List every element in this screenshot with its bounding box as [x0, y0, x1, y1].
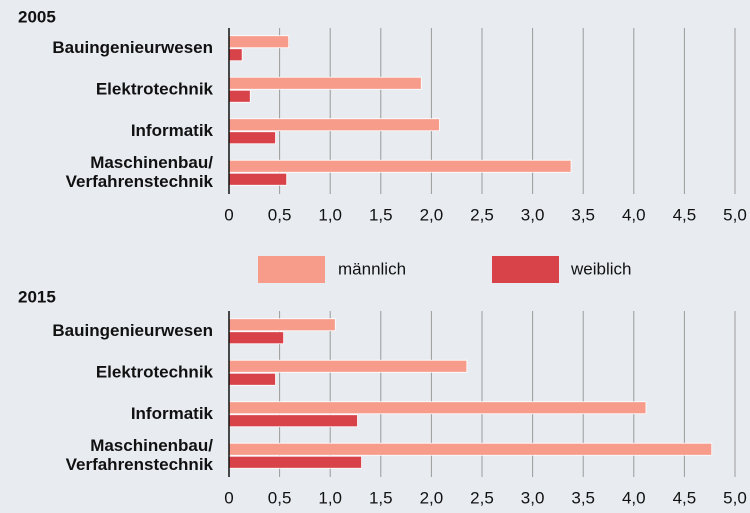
category-label: Informatik	[131, 121, 214, 140]
x-tick-label: 5,0	[723, 488, 747, 507]
bar	[228, 359, 468, 373]
x-tick-label: 3,0	[521, 205, 545, 224]
x-tick-label: 3,0	[521, 488, 545, 507]
bar	[228, 455, 362, 469]
legend-label: männlich	[338, 259, 406, 278]
bar	[228, 318, 336, 332]
x-tick-label: 4,5	[673, 205, 697, 224]
category-label: Maschinenbau/Verfahrenstechnik	[66, 153, 214, 191]
bar	[228, 131, 276, 145]
x-tick-label: 0,5	[268, 488, 292, 507]
x-tick-label: 0	[224, 488, 233, 507]
bar	[228, 159, 572, 173]
x-tick-label: 1,0	[318, 488, 342, 507]
x-tick-label: 3,5	[571, 488, 595, 507]
x-tick-label: 3,5	[571, 205, 595, 224]
x-tick-label: 0	[224, 205, 233, 224]
x-tick-label: 1,0	[318, 205, 342, 224]
x-tick-label: 2,0	[420, 205, 444, 224]
bar	[228, 76, 422, 90]
x-tick-label: 2,0	[420, 488, 444, 507]
bar	[228, 89, 251, 103]
bar	[228, 48, 243, 62]
category-label: Bauingenieurwesen	[52, 321, 213, 340]
category-label: Maschinenbau/Verfahrenstechnik	[66, 436, 214, 474]
x-tick-label: 4,0	[622, 488, 646, 507]
x-tick-label: 2,5	[470, 488, 494, 507]
bar	[228, 401, 647, 415]
category-label: Elektrotechnik	[96, 363, 214, 382]
legend-swatch	[258, 256, 325, 283]
x-tick-label: 5,0	[723, 205, 747, 224]
bar	[228, 414, 358, 428]
bar	[228, 372, 276, 386]
category-label: Bauingenieurwesen	[52, 38, 213, 57]
bar	[228, 442, 713, 456]
x-tick-label: 4,0	[622, 205, 646, 224]
x-tick-label: 4,5	[673, 488, 697, 507]
category-label: Elektrotechnik	[96, 80, 214, 99]
x-tick-label: 2,5	[470, 205, 494, 224]
bar	[228, 172, 288, 186]
legend-label: weiblich	[570, 259, 631, 278]
x-tick-label: 1,5	[369, 488, 393, 507]
bar	[228, 118, 440, 132]
legend-swatch	[492, 256, 559, 283]
category-label: Informatik	[131, 404, 214, 423]
bar	[228, 331, 285, 345]
bar	[228, 35, 290, 49]
x-tick-label: 0,5	[268, 205, 292, 224]
chart-title: 2005	[18, 7, 56, 26]
x-tick-label: 1,5	[369, 205, 393, 224]
chart-title: 2015	[18, 287, 56, 306]
